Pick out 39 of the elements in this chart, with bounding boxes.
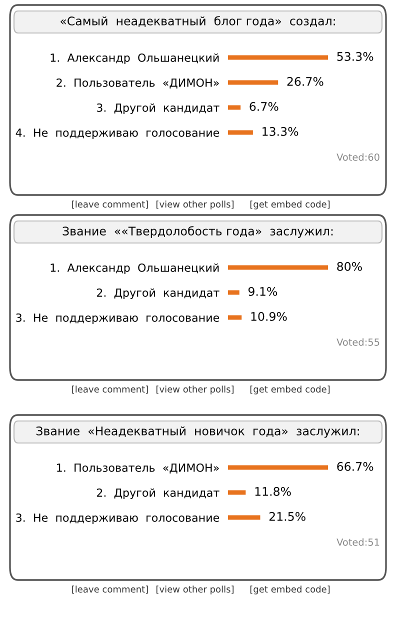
text: [leave comment] [72,200,148,209]
data-label: 9.1% [248,286,278,296]
text: [get embed code] [250,386,330,394]
chart-title: Звание «Неадекватный новичок года» заслужил: [36,426,359,438]
data-label: 26.7% [287,76,324,86]
bar [228,105,241,110]
text: [get embed code] [250,586,330,594]
text: [view other polls] [156,386,234,394]
bar [228,55,328,60]
text: [get embed code] [250,200,330,210]
y-tick-label: 1. Александр Ольшанецкий [50,53,219,64]
y-tick-label: 2. Другой кандидат [96,488,220,500]
data-label: 11.8% [255,486,291,496]
y-tick-label: 3. Другой кандидат [96,103,220,114]
y-tick-label: 1. Пользователь «ДИМОН» [57,463,219,474]
y-tick-label: 2. Другой кандидат [96,288,220,300]
data-label: 53.3% [337,52,374,61]
text: [view other polls] [156,200,234,210]
data-label: 21.5% [269,512,306,521]
chart-title: Звание ««Твердолобость года» заслужил: [62,226,333,238]
text: Voted:60 [336,153,380,161]
data-label: 80% [337,262,362,271]
text: Voted:55 [336,338,380,346]
y-tick-label: 2. Пользователь «ДИМОН» [56,78,219,88]
text: [view other polls] [156,586,234,594]
data-label: 66.7% [337,462,374,471]
data-label: 6.7% [250,102,278,111]
text: [leave comment] [72,586,148,594]
text: [leave comment] [72,386,148,394]
chart-title: «Самый неадекватный блог года» создал: [60,16,335,27]
y-tick-label: 1. Александр Ольшанецкий [50,263,219,274]
bar [228,130,253,135]
y-tick-label: 3. Не поддерживаю голосование [16,313,220,324]
y-tick-label: 4. Не поддерживаю голосование [16,128,220,140]
data-label: 10.9% [251,312,287,321]
text: Voted:51 [336,538,380,546]
bar [228,80,278,85]
data-label: 13.3% [262,126,298,136]
y-tick-label: 3. Не поддерживаю голосование [16,513,220,524]
